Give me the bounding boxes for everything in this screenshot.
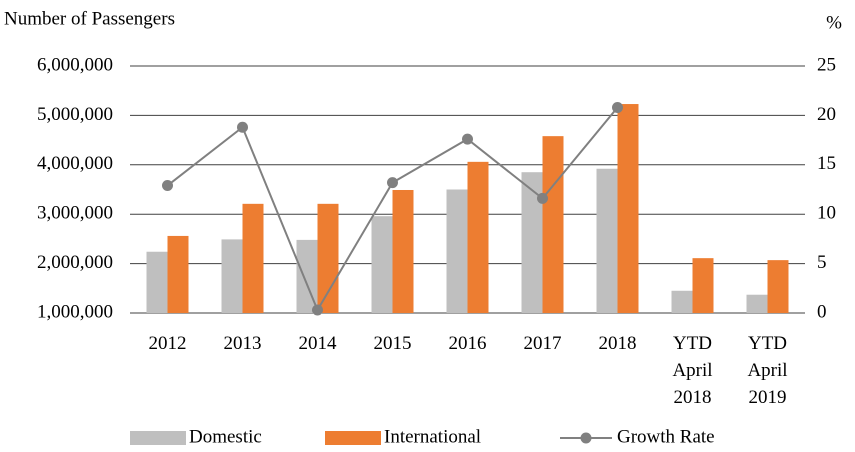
y2-tick-label: 20: [817, 104, 836, 125]
x-tick-label: 2017: [523, 333, 562, 354]
bar: [146, 251, 168, 313]
legend-label: Domestic: [189, 426, 262, 447]
bar: [371, 216, 393, 313]
legend-marker: [580, 432, 592, 444]
bar: [692, 258, 714, 313]
bar: [596, 168, 618, 313]
y2-tick-label: 0: [817, 301, 827, 322]
line-marker: [387, 177, 398, 189]
y-axis-title: Number of Passengers: [4, 8, 175, 29]
bar: [467, 161, 489, 313]
y-tick-label: 6,000,000: [37, 54, 113, 75]
legend-swatch: [325, 431, 381, 445]
bar: [671, 290, 693, 313]
legend-label: International: [384, 426, 481, 447]
y2-tick-label: 25: [817, 54, 836, 75]
y2-tick-label: 10: [817, 203, 836, 224]
y-tick-label: 2,000,000: [37, 252, 113, 273]
y2-tick-label: 5: [817, 252, 827, 273]
bar: [521, 172, 543, 313]
x-tick-label: YTD April 2018: [672, 333, 713, 408]
y-tick-label: 3,000,000: [37, 203, 113, 224]
bar: [446, 189, 468, 313]
bar: [392, 189, 414, 313]
x-tick-label: 2018: [598, 333, 637, 354]
line-marker: [612, 101, 623, 113]
line-marker: [537, 192, 548, 204]
line-marker: [162, 180, 173, 192]
bar: [542, 136, 564, 313]
bar: [767, 260, 789, 313]
bar: [167, 235, 189, 313]
x-tick-label: 2016: [448, 333, 487, 354]
x-tick-label: 2013: [223, 333, 262, 354]
bar: [221, 239, 243, 313]
x-tick-label: 2012: [148, 333, 187, 354]
bar: [317, 203, 339, 313]
y-tick-label: 5,000,000: [37, 104, 113, 125]
y2-tick-label: 15: [817, 153, 836, 174]
bar: [746, 294, 768, 313]
y2-axis-title: %: [826, 12, 842, 33]
line-marker: [237, 121, 248, 133]
legend-swatch: [130, 431, 186, 445]
x-tick-label: 2015: [373, 333, 412, 354]
bar: [617, 104, 639, 314]
bar: [242, 203, 264, 313]
x-tick-label: 2014: [298, 333, 337, 354]
x-tick-label: YTD April 2019: [747, 333, 788, 408]
y-tick-label: 1,000,000: [37, 301, 113, 322]
y-tick-label: 4,000,000: [37, 153, 113, 174]
line-marker: [462, 133, 473, 145]
line-marker: [312, 304, 323, 316]
legend-label: Growth Rate: [617, 426, 715, 447]
